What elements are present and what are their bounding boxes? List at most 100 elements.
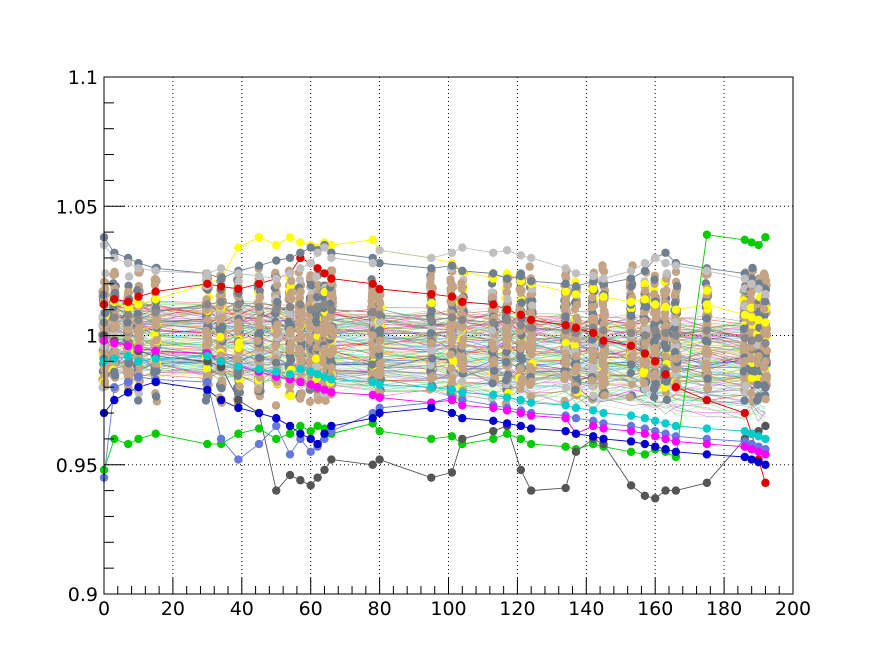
cloud-point: [295, 275, 305, 285]
cloud-point: [446, 324, 455, 334]
series-point: [561, 414, 570, 423]
cloud-point: [374, 344, 383, 354]
series-point: [313, 439, 322, 449]
series-point: [320, 328, 329, 338]
series-point: [561, 279, 570, 288]
series-point: [640, 331, 650, 340]
series-point: [285, 326, 295, 335]
series-point: [526, 486, 536, 495]
series-point: [272, 421, 281, 431]
series-point: [754, 351, 763, 361]
cloud-point: [253, 336, 262, 346]
series-point: [375, 336, 384, 345]
cloud-point: [150, 274, 160, 284]
cloud-point: [328, 344, 337, 353]
series-point: [561, 264, 570, 273]
cloud-point: [598, 381, 607, 390]
cloud-point: [525, 262, 534, 271]
series-point: [313, 326, 322, 335]
cloud-point: [659, 287, 669, 296]
cloud-point: [627, 380, 637, 389]
series-point: [740, 274, 749, 283]
cloud-point: [501, 376, 511, 385]
cloud-point: [503, 280, 513, 290]
cloud-point: [271, 401, 281, 410]
series-point: [489, 426, 498, 436]
cloud-point: [626, 368, 636, 378]
cloud-point: [662, 395, 672, 405]
cloud-point: [109, 367, 119, 377]
cloud-point: [215, 332, 225, 342]
cloud-point: [670, 298, 680, 308]
series-point: [151, 266, 160, 276]
series-point: [489, 403, 498, 413]
cloud-point: [446, 277, 456, 287]
cloud-point: [328, 292, 337, 301]
series-point: [640, 491, 650, 500]
cloud-point: [295, 346, 304, 355]
series-point: [306, 481, 315, 490]
cloud-point: [598, 261, 607, 270]
series-point: [151, 346, 160, 356]
series-point: [747, 313, 756, 322]
cloud-point: [426, 329, 436, 338]
cloud-point: [570, 341, 579, 350]
cloud-point: [99, 290, 108, 299]
y-tick-label: 0.95: [56, 455, 98, 477]
y-tick-label: 1: [86, 326, 98, 348]
cloud-point: [761, 276, 771, 285]
series-point: [306, 380, 315, 389]
cloud-point: [561, 271, 570, 280]
series-point: [702, 424, 712, 433]
cloud-point: [287, 294, 296, 304]
series-point: [516, 344, 526, 353]
cloud-point: [703, 338, 712, 347]
series-point: [272, 486, 281, 495]
cloud-point: [561, 383, 571, 392]
series-point: [320, 300, 329, 309]
series-point: [375, 245, 384, 255]
cloud-point: [487, 293, 497, 302]
series-point: [502, 315, 512, 325]
x-tick-label: 40: [230, 598, 254, 620]
series-point: [754, 457, 763, 467]
series-point: [702, 300, 712, 309]
cloud-point: [233, 356, 242, 365]
series-point: [375, 284, 384, 294]
series-point: [234, 284, 243, 294]
series-point: [254, 233, 264, 242]
series-point: [447, 468, 457, 477]
cloud-point: [124, 281, 133, 291]
cloud-point: [517, 286, 526, 295]
series-point: [327, 274, 336, 283]
cloud-point: [527, 301, 537, 310]
cloud-point: [133, 286, 142, 295]
series-point: [588, 432, 598, 441]
cloud-point: [447, 364, 456, 373]
cloud-point: [311, 272, 321, 282]
series-point: [754, 240, 763, 250]
series-point: [626, 351, 636, 361]
cloud-point: [320, 287, 329, 297]
series-point: [216, 264, 226, 273]
series-point: [640, 295, 650, 304]
series-points: [99, 230, 770, 503]
series-point: [375, 258, 384, 268]
cloud-point: [446, 350, 456, 359]
cloud-point: [100, 378, 110, 387]
series-point: [272, 434, 281, 444]
series-point: [661, 258, 670, 268]
series-point: [447, 313, 457, 322]
series-point: [671, 261, 681, 270]
series-point: [427, 253, 436, 263]
cloud-point: [272, 280, 282, 290]
cloud-point: [215, 325, 224, 334]
x-tick-label: 180: [706, 598, 742, 620]
series-point: [427, 339, 436, 348]
series-point: [285, 450, 295, 459]
series-point: [234, 300, 243, 309]
cloud-point: [526, 380, 535, 389]
cloud-point: [457, 284, 467, 293]
series-point: [526, 398, 536, 407]
series-point: [761, 233, 770, 242]
